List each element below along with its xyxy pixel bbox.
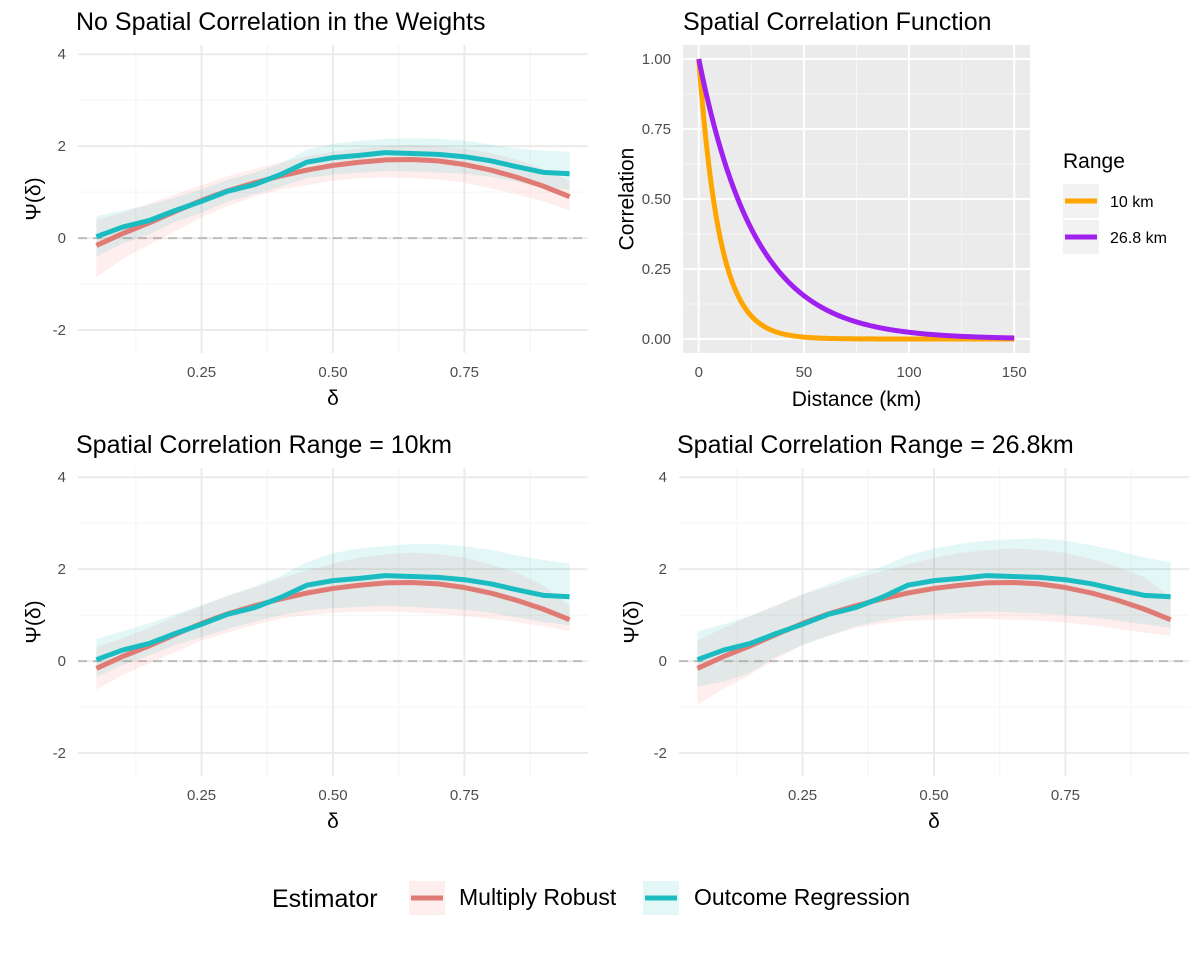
confidence-band-outcome-regression bbox=[697, 538, 1171, 687]
estimator-legend-label: Outcome Regression bbox=[694, 884, 910, 910]
x-tick-label: 100 bbox=[897, 364, 922, 381]
y-tick-label: 2 bbox=[58, 561, 66, 578]
panel-title: No Spatial Correlation in the Weights bbox=[76, 8, 485, 36]
y-tick-label: 0.50 bbox=[642, 191, 671, 208]
y-tick-label: 2 bbox=[58, 138, 66, 155]
x-tick-label: 0.75 bbox=[1051, 787, 1080, 804]
x-tick-label: 150 bbox=[1002, 364, 1027, 381]
series-line-range-10km bbox=[696, 58, 1016, 342]
x-axis-label: Distance (km) bbox=[792, 388, 922, 411]
y-tick-label: 4 bbox=[58, 46, 66, 63]
estimator-legend: Estimator Multiply Robust Outcome Regressi… bbox=[272, 881, 910, 915]
panel-title: Spatial Correlation Range = 10km bbox=[76, 431, 452, 459]
panel-top-right: 0 50 100 150 0.00 0.25 0.50 0.75 1.00 Spatial Cor… bbox=[616, 8, 1167, 411]
y-axis-label: Ψ(δ) bbox=[23, 600, 46, 643]
y-tick-label: 0.75 bbox=[642, 121, 671, 138]
panel-top-left: 0.25 0.50 0.75 -2 0 2 4 No Spatial Correlation … bbox=[23, 8, 588, 410]
y-tick-label: 0 bbox=[58, 230, 66, 247]
y-tick-label: 1.00 bbox=[642, 51, 671, 68]
range-legend-label: 10 km bbox=[1110, 194, 1154, 211]
y-tick-label: 0.00 bbox=[642, 331, 671, 348]
x-tick-label: 0.50 bbox=[318, 364, 347, 381]
x-tick-label: 0.25 bbox=[187, 787, 216, 804]
series-line-outcome-regression bbox=[95, 150, 570, 240]
panel-title: Spatial Correlation Range = 26.8km bbox=[677, 431, 1074, 459]
range-legend-title: Range bbox=[1063, 150, 1125, 173]
series-line-range-26-8km bbox=[696, 58, 1016, 341]
y-tick-label: -2 bbox=[53, 745, 66, 762]
y-tick-label: 0 bbox=[58, 653, 66, 670]
estimator-legend-title: Estimator bbox=[272, 885, 378, 913]
series-line-outcome-regression bbox=[696, 573, 1171, 663]
panel-bottom-left: 0.25 0.50 0.75 -2 0 2 4 Spatial Correlation Ran… bbox=[23, 431, 588, 833]
x-axis-label: δ bbox=[327, 810, 339, 833]
series-line-outcome-regression bbox=[95, 573, 570, 663]
y-tick-label: 4 bbox=[659, 469, 667, 486]
y-axis-label: Ψ(δ) bbox=[23, 177, 46, 220]
confidence-band-outcome-regression bbox=[96, 138, 570, 257]
x-tick-label: 0 bbox=[695, 364, 703, 381]
x-tick-label: 0.75 bbox=[450, 787, 479, 804]
x-axis-label: δ bbox=[928, 810, 940, 833]
x-axis-label: δ bbox=[327, 387, 339, 410]
panel-title: Spatial Correlation Function bbox=[683, 8, 992, 36]
y-tick-label: 4 bbox=[58, 469, 66, 486]
x-tick-label: 0.50 bbox=[318, 787, 347, 804]
y-tick-label: -2 bbox=[53, 322, 66, 339]
x-tick-label: 50 bbox=[796, 364, 813, 381]
x-tick-label: 0.25 bbox=[788, 787, 817, 804]
confidence-band-multiply-robust bbox=[96, 145, 570, 278]
x-tick-label: 0.25 bbox=[187, 364, 216, 381]
x-tick-label: 0.75 bbox=[450, 364, 479, 381]
x-tick-label: 0.50 bbox=[919, 787, 948, 804]
y-axis-label: Correlation bbox=[616, 148, 639, 251]
y-axis-label: Ψ(δ) bbox=[621, 600, 644, 643]
y-tick-label: -2 bbox=[654, 745, 667, 762]
y-tick-label: 0.25 bbox=[642, 261, 671, 278]
y-tick-label: 2 bbox=[659, 561, 667, 578]
range-legend: Range 10 km 26.8 km bbox=[1063, 150, 1167, 254]
estimator-legend-label: Multiply Robust bbox=[459, 884, 617, 910]
y-tick-label: 0 bbox=[659, 653, 667, 670]
range-legend-label: 26.8 km bbox=[1110, 230, 1167, 247]
panel-bottom-right: 0.25 0.50 0.75 -2 0 2 4 Spatial Correlation Ran… bbox=[621, 431, 1189, 833]
